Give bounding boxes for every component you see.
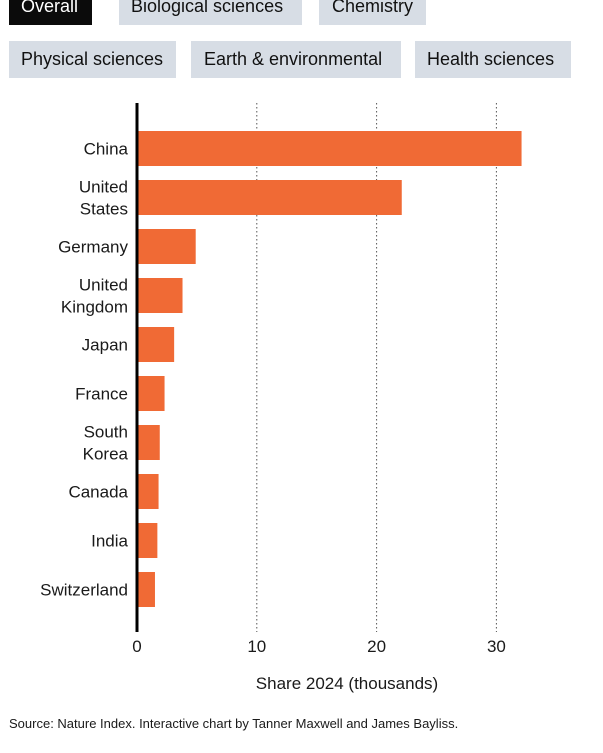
category-tabs-row-2: Physical sciences Earth & environmental … [9, 41, 586, 78]
category-label: Switzerland [40, 581, 128, 600]
category-label: United Kingdom [61, 276, 128, 317]
tab-biological-sciences[interactable]: Biological sciences [119, 0, 302, 25]
category-label-line: United [79, 178, 128, 197]
tab-overall[interactable]: Overall [9, 0, 92, 25]
category-label: Japan [82, 336, 128, 355]
category-label: China [84, 140, 129, 159]
bar-canada[interactable] [137, 474, 159, 509]
bar-japan[interactable] [137, 327, 175, 362]
chart-x-ticks: 0 10 20 30 [132, 637, 506, 656]
category-label: South Korea [83, 423, 129, 464]
bar-south-korea[interactable] [137, 425, 160, 460]
bar-france[interactable] [137, 376, 165, 411]
bar-india[interactable] [137, 523, 158, 558]
x-tick-label-0: 0 [132, 637, 141, 656]
category-label-line: Korea [83, 445, 129, 464]
category-label: United States [79, 178, 128, 219]
category-label-line: United [79, 276, 128, 295]
bar-china[interactable] [137, 131, 522, 166]
x-tick-label-10: 10 [247, 637, 266, 656]
category-label: France [75, 385, 128, 404]
category-label-line: States [80, 200, 128, 219]
bar-germany[interactable] [137, 229, 196, 264]
category-tabs-row-1: Overall Biological sciences Chemistry [0, 0, 441, 25]
category-label-line: Kingdom [61, 298, 128, 317]
chart-category-labels: China United States Germany United Kingdom Jap… [40, 140, 128, 600]
category-label-line: South [84, 423, 128, 442]
tab-chemistry[interactable]: Chemistry [319, 0, 426, 25]
category-label: Canada [68, 483, 128, 502]
category-label: Germany [58, 238, 128, 257]
x-axis-title: Share 2024 (thousands) [256, 674, 438, 693]
source-note: Source: Nature Index. Interactive chart … [9, 716, 459, 731]
chart-bars [137, 131, 522, 607]
bar-united-states[interactable] [137, 180, 402, 215]
tab-physical-sciences[interactable]: Physical sciences [9, 41, 176, 78]
x-tick-label-30: 30 [487, 637, 506, 656]
tab-health-sciences[interactable]: Health sciences [415, 41, 571, 78]
category-label: India [91, 532, 128, 551]
bar-united-kingdom[interactable] [137, 278, 183, 313]
bar-switzerland[interactable] [137, 572, 155, 607]
tab-earth-environmental[interactable]: Earth & environmental [191, 41, 401, 78]
x-tick-label-20: 20 [367, 637, 386, 656]
